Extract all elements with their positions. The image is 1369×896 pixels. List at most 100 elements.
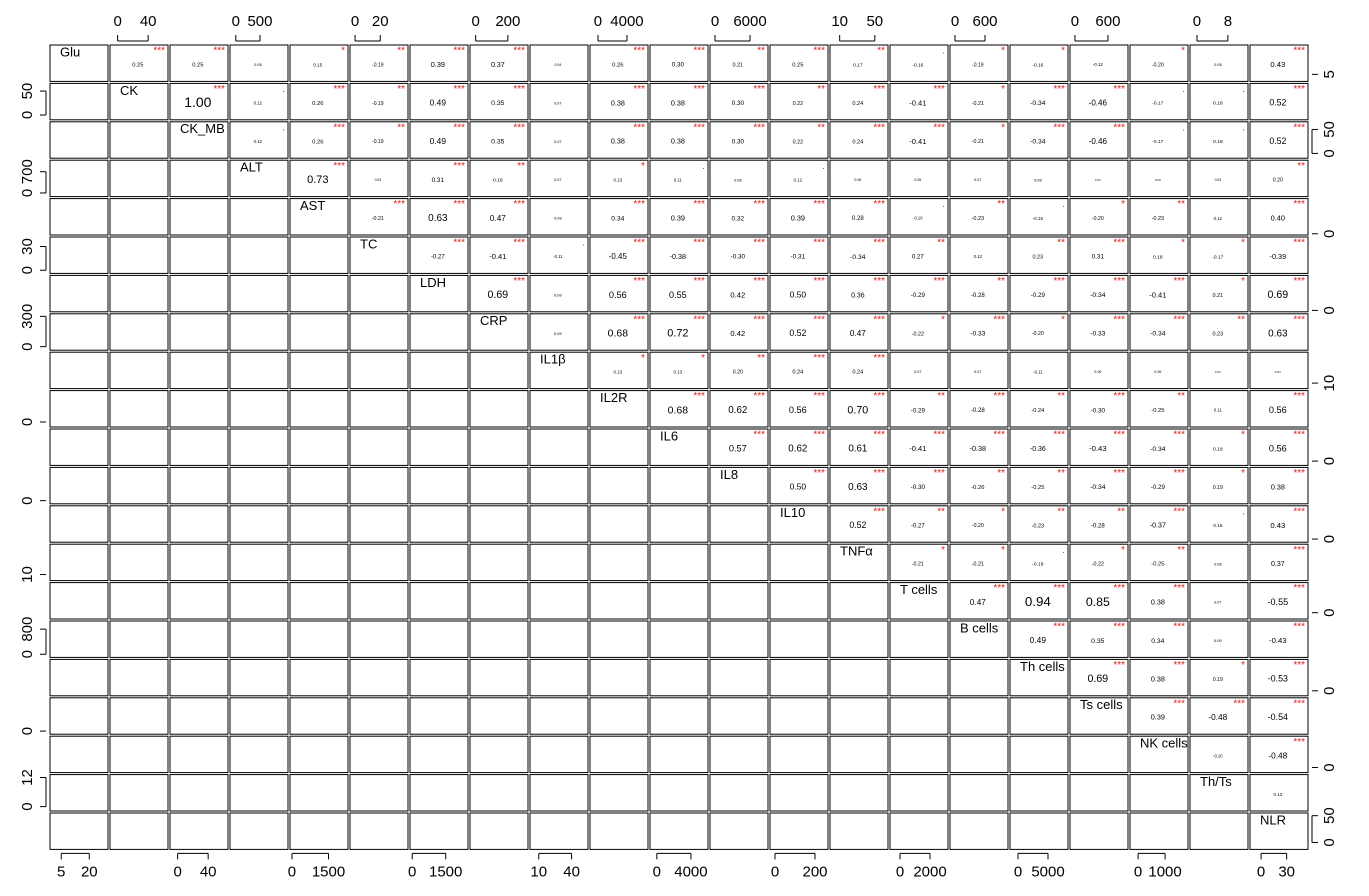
panel bbox=[709, 505, 769, 543]
panel bbox=[49, 505, 109, 543]
correlation-label: 0.18 bbox=[1153, 254, 1163, 260]
x-tick-label: 4000 bbox=[610, 13, 643, 30]
correlation-label: 0.07 bbox=[974, 370, 981, 374]
significance-stars: *** bbox=[1113, 468, 1125, 479]
panel bbox=[49, 812, 109, 850]
significance-stars: . bbox=[1062, 545, 1065, 556]
significance-stars: *** bbox=[813, 314, 825, 325]
panel bbox=[649, 774, 709, 812]
panel bbox=[1249, 543, 1309, 582]
significance-stars: *** bbox=[1053, 430, 1065, 441]
significance-stars: *** bbox=[813, 276, 825, 287]
panel bbox=[829, 658, 889, 697]
significance-stars: *** bbox=[753, 314, 765, 325]
panel bbox=[109, 697, 169, 735]
correlation-label: 0.36 bbox=[851, 292, 865, 299]
panel bbox=[709, 121, 769, 159]
correlation-label: 0.34 bbox=[611, 215, 624, 222]
panel bbox=[649, 390, 709, 428]
panel bbox=[709, 774, 769, 812]
panel bbox=[769, 774, 829, 812]
variable-label: B cells bbox=[960, 620, 999, 635]
panel bbox=[889, 198, 949, 236]
correlation-label: -0.23 bbox=[1152, 216, 1165, 222]
panel bbox=[109, 658, 169, 697]
significance-stars: *** bbox=[453, 161, 465, 172]
significance-stars: ** bbox=[817, 122, 825, 133]
panel bbox=[1129, 121, 1189, 159]
x-tick-label: 30 bbox=[1278, 863, 1295, 880]
correlation-label: 0.57 bbox=[729, 443, 747, 453]
panel bbox=[589, 159, 649, 198]
correlation-label: 0.28 bbox=[852, 215, 864, 222]
panel bbox=[49, 351, 109, 390]
correlation-label: -0.38 bbox=[670, 253, 686, 261]
significance-stars: *** bbox=[933, 430, 945, 441]
x-tick-label: 600 bbox=[972, 13, 997, 30]
panel bbox=[409, 428, 469, 466]
significance-stars: ** bbox=[1057, 238, 1065, 249]
correlation-label: -0.28 bbox=[1091, 522, 1105, 529]
panel bbox=[109, 466, 169, 505]
x-tick-label: 10 bbox=[530, 863, 547, 880]
y-tick-label: 0 bbox=[19, 266, 36, 274]
significance-stars: *** bbox=[153, 46, 165, 57]
significance-stars: *** bbox=[1053, 276, 1065, 287]
correlation-label: 0.40 bbox=[1271, 214, 1285, 223]
panel bbox=[1009, 159, 1069, 198]
panel bbox=[169, 390, 229, 428]
significance-stars: *** bbox=[513, 238, 525, 249]
significance-stars: *** bbox=[1173, 276, 1185, 287]
panel bbox=[949, 313, 1009, 351]
x-tick-label: 1000 bbox=[1148, 863, 1181, 880]
panel bbox=[1129, 198, 1189, 236]
y-tick-label: 0 bbox=[1321, 687, 1338, 695]
panel bbox=[1129, 351, 1189, 390]
correlation-label: 0.63 bbox=[848, 482, 868, 493]
panel bbox=[709, 82, 769, 121]
panel bbox=[649, 697, 709, 735]
panel bbox=[169, 121, 229, 159]
panel bbox=[409, 313, 469, 351]
significance-stars: *** bbox=[1053, 583, 1065, 594]
correlation-label: 0.26 bbox=[612, 63, 623, 69]
significance-stars: *** bbox=[873, 84, 885, 95]
significance-stars: *** bbox=[1113, 314, 1125, 325]
panel bbox=[1129, 236, 1189, 274]
significance-stars: ** bbox=[397, 122, 405, 133]
panel bbox=[109, 543, 169, 582]
panel bbox=[409, 735, 469, 774]
panel bbox=[229, 582, 289, 620]
panel bbox=[769, 505, 829, 543]
correlation-label: -0.17 bbox=[1152, 101, 1163, 107]
panel bbox=[889, 351, 949, 390]
panel bbox=[1189, 428, 1249, 466]
panel bbox=[829, 121, 889, 159]
panel bbox=[529, 236, 589, 274]
panel bbox=[649, 351, 709, 390]
correlation-label: -0.34 bbox=[1030, 139, 1046, 146]
panel bbox=[1249, 236, 1309, 274]
significance-stars: *** bbox=[1113, 122, 1125, 133]
correlation-label: -0.31 bbox=[791, 254, 806, 261]
significance-stars: *** bbox=[1113, 660, 1125, 671]
panel bbox=[349, 313, 409, 351]
panel bbox=[229, 697, 289, 735]
panel bbox=[409, 505, 469, 543]
panel bbox=[1249, 505, 1309, 543]
panel bbox=[1009, 697, 1069, 735]
significance-stars: ** bbox=[1237, 314, 1245, 325]
panel bbox=[349, 812, 409, 850]
correlation-label: 0.55 bbox=[669, 290, 687, 300]
panel bbox=[229, 543, 289, 582]
panel bbox=[1009, 82, 1069, 121]
correlation-label: 0.05 bbox=[914, 178, 921, 182]
correlation-label: 0.52 bbox=[849, 520, 866, 530]
panel bbox=[589, 466, 649, 505]
significance-stars: *** bbox=[1113, 430, 1125, 441]
correlation-label: 0.12 bbox=[974, 254, 983, 259]
panel bbox=[409, 236, 469, 274]
correlation-label: 0.35 bbox=[491, 139, 505, 146]
y-tick-label: 30 bbox=[19, 238, 36, 255]
panel bbox=[1069, 198, 1129, 236]
